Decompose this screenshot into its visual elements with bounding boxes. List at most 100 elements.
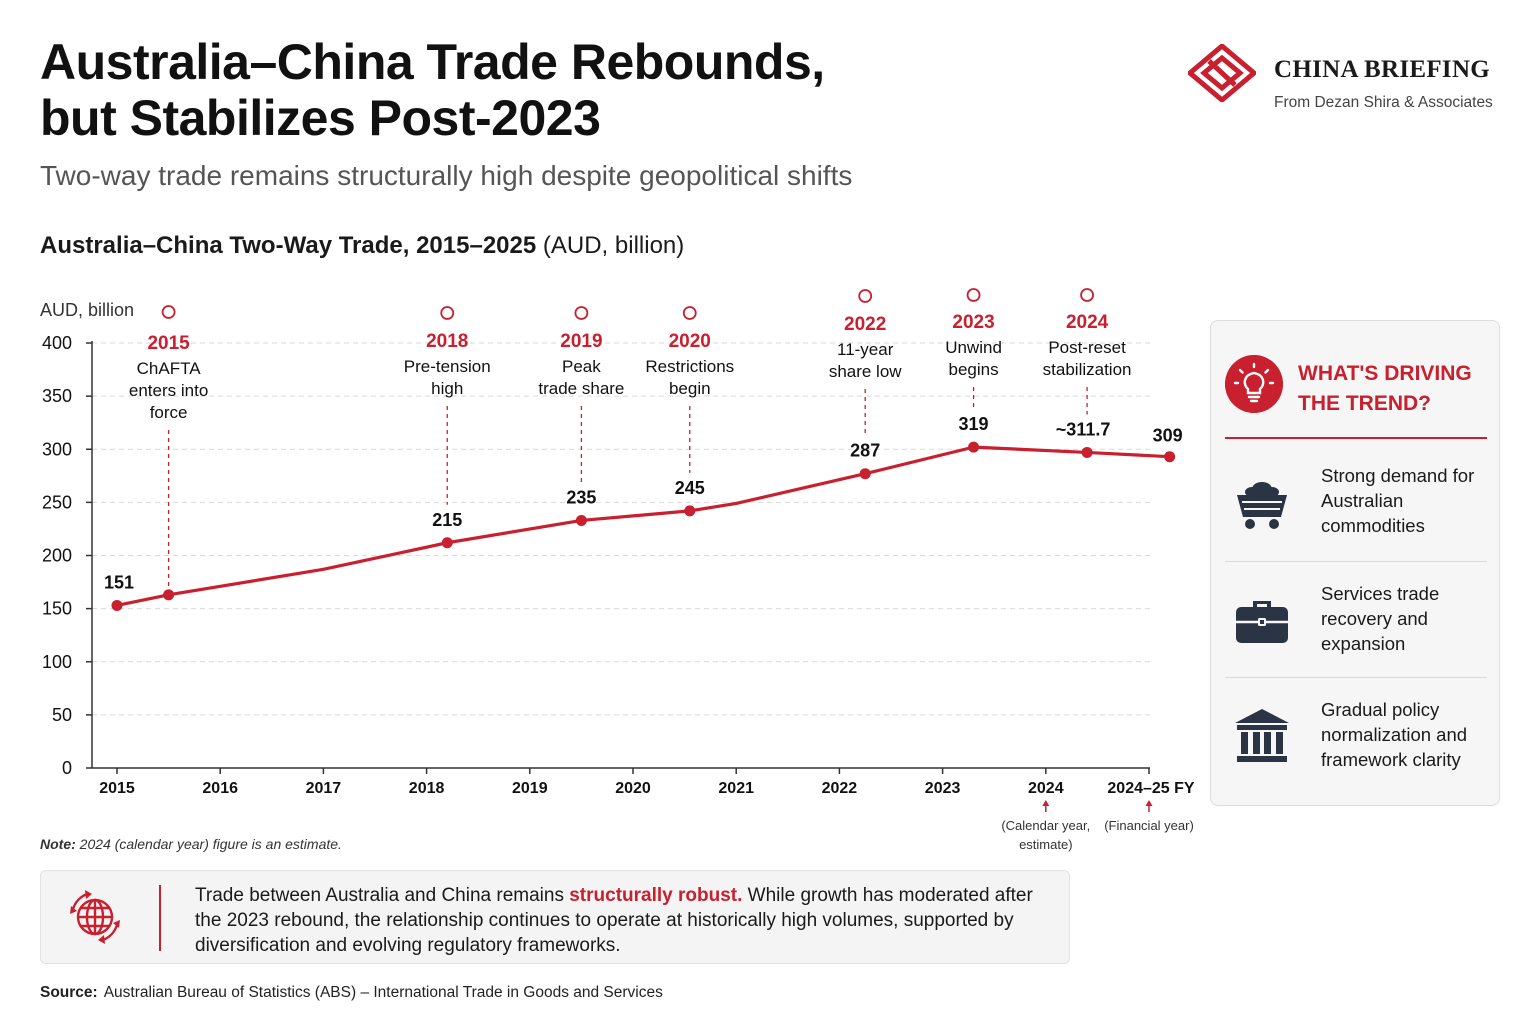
- chart-title-unit: (AUD, billion): [542, 232, 685, 259]
- annotation-year: 2015: [147, 333, 190, 354]
- x-tick-label: 2020: [615, 780, 651, 797]
- chart-title: Australia–China Two-Way Trade, 2015–2025…: [40, 232, 684, 260]
- brand-name: CHINA BRIEFING: [1274, 56, 1491, 83]
- driver-divider: [1225, 677, 1487, 678]
- x-tick-label: 2019: [512, 780, 548, 797]
- annotation-year: 2022: [844, 314, 886, 335]
- annotation-year: 2024: [1066, 312, 1109, 333]
- annotation-year: 2023: [952, 312, 994, 333]
- driver-item-commodities: Strong demand for Australian commodities: [1225, 447, 1487, 563]
- source-line: Source: Australian Bureau of Statistics (…: [40, 984, 663, 1002]
- annotation-marker-circle: [682, 306, 697, 320]
- data-point-marker: [684, 505, 696, 517]
- x-tick-note: (Financial year): [1104, 818, 1194, 833]
- headline-line-2: but Stabilizes Post-2023: [40, 90, 601, 146]
- summary-callout: Trade between Australia and China remain…: [40, 870, 1070, 964]
- data-value-label: 319: [959, 414, 989, 434]
- x-tick-label: 2023: [925, 780, 961, 797]
- data-point-marker: [1164, 451, 1176, 463]
- y-tick-label: 100: [42, 652, 72, 672]
- subheadline: Two-way trade remains structurally high …: [40, 160, 853, 191]
- data-point-marker: [575, 514, 587, 526]
- annotation-text: Unwind: [945, 338, 1002, 357]
- data-point-marker: [163, 589, 175, 601]
- annotation-text: Restrictions: [645, 357, 734, 376]
- x-tick-label: 2017: [306, 780, 342, 797]
- x-tick-label: 2024: [1028, 780, 1064, 797]
- y-axis-label: AUD, billion: [40, 300, 134, 320]
- lightbulb-icon: [1225, 355, 1283, 413]
- annotation-marker-circle: [858, 289, 873, 303]
- x-note-arrow-head: [1042, 800, 1050, 806]
- annotation-text: stabilization: [1043, 360, 1132, 379]
- brand-tagline: From Dezan Shira & Associates: [1274, 94, 1493, 111]
- data-point-marker: [968, 441, 980, 453]
- chart-note-label: Note:: [40, 836, 76, 852]
- annotation-text: Post-reset: [1048, 338, 1126, 357]
- x-tick-label: 2016: [202, 780, 238, 797]
- y-tick-label: 0: [62, 758, 72, 778]
- annotation-marker-circle: [440, 306, 455, 320]
- callout-text-lead: Trade between Australia and China remain…: [195, 885, 570, 906]
- data-value-label: 215: [432, 510, 462, 530]
- annotation-marker-circle: [161, 305, 176, 319]
- x-tick-label: 2015: [99, 780, 135, 797]
- drivers-title: WHAT'S DRIVING THE TREND?: [1298, 362, 1472, 415]
- y-tick-label: 50: [52, 705, 72, 725]
- chart-title-main: Australia–China Two-Way Trade, 2015–2025: [40, 232, 537, 259]
- x-tick-note: estimate): [1019, 837, 1072, 852]
- data-value-label: 309: [1153, 426, 1183, 446]
- source-text: Australian Bureau of Statistics (ABS) – …: [103, 984, 663, 1001]
- annotation-marker-circle: [966, 288, 981, 302]
- drivers-header: WHAT'S DRIVING THE TREND?: [1225, 347, 1487, 439]
- callout-divider: [159, 885, 161, 951]
- driver-text-commodities: Strong demand for Australian commodities: [1321, 465, 1475, 536]
- annotation-text: Pre-tension: [404, 357, 491, 376]
- annotation-text: begins: [949, 360, 999, 379]
- source-label: Source:: [40, 984, 98, 1001]
- x-note-arrow-head: [1145, 800, 1153, 806]
- headline-line-1: Australia–China Trade Rebounds,: [40, 34, 825, 90]
- data-value-label: 287: [850, 441, 880, 461]
- callout-text-rest: While growth has moderated after the 202…: [195, 885, 1033, 956]
- driver-text-services: Services trade recovery and expansion: [1321, 583, 1440, 654]
- driver-divider: [1225, 561, 1487, 562]
- headline: Australia–China Trade Rebounds, but Stab…: [40, 34, 1040, 146]
- interlocking-square-logo-icon: [1188, 44, 1256, 102]
- government-building-icon: [1235, 709, 1289, 762]
- annotation-text: high: [431, 379, 463, 398]
- annotation-marker-circle: [574, 306, 589, 320]
- x-tick-note: (Calendar year,: [1001, 818, 1090, 833]
- data-value-label: 235: [566, 487, 596, 507]
- y-tick-label: 350: [42, 386, 72, 406]
- annotation-year: 2020: [669, 331, 711, 352]
- data-point-marker: [859, 468, 871, 480]
- annotation-year: 2018: [426, 331, 468, 352]
- data-point-marker: [441, 537, 453, 549]
- annotation-marker-circle: [1080, 288, 1094, 302]
- x-tick-label: 2024–25 FY: [1107, 780, 1195, 797]
- y-tick-label: 200: [42, 546, 72, 566]
- x-tick-label: 2022: [822, 780, 858, 797]
- data-point-marker: [1081, 446, 1093, 458]
- y-tick-label: 250: [42, 492, 72, 512]
- annotation-text: share low: [829, 362, 902, 381]
- annotation-text: Peak: [562, 357, 601, 376]
- drivers-panel: WHAT'S DRIVING THE TREND? Strong demand …: [1210, 320, 1500, 806]
- chart-note: Note: 2024 (calendar year) figure is an …: [40, 836, 342, 852]
- callout-text: Trade between Australia and China remain…: [195, 883, 1055, 958]
- data-value-label: ~311.7: [1056, 419, 1111, 439]
- annotation-text: 11-year: [837, 340, 894, 359]
- data-point-marker: [111, 599, 123, 611]
- callout-text-emphasis: structurally robust.: [569, 885, 743, 906]
- chart-note-text: 2024 (calendar year) figure is an estima…: [79, 836, 342, 852]
- mine-cart-icon: [1237, 482, 1287, 529]
- x-tick-label: 2018: [409, 780, 445, 797]
- y-tick-label: 150: [42, 599, 72, 619]
- annotation-year: 2019: [560, 331, 602, 352]
- briefcase-icon: [1236, 601, 1288, 643]
- y-tick-label: 300: [42, 439, 72, 459]
- annotation-text: force: [150, 403, 188, 422]
- driver-text-policy: Gradual policy normalization and framewo…: [1321, 699, 1468, 770]
- globe-arrows-icon: [70, 890, 120, 944]
